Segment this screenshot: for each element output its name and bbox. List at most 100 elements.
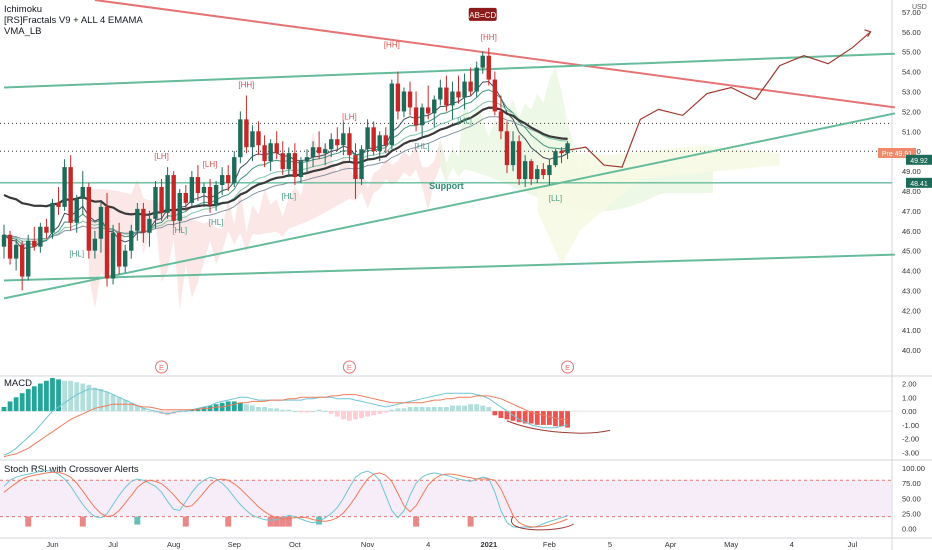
trendline-channel-bottom (3, 253, 895, 282)
time-tick-label: Sep (228, 540, 241, 549)
candle (310, 141, 316, 168)
candle-body (129, 230, 134, 251)
candle (335, 127, 340, 152)
earnings-event (561, 360, 575, 374)
macd-histogram-bar (553, 411, 558, 427)
macd-histogram-bar (371, 411, 377, 416)
macd-histogram-bar (80, 383, 86, 412)
candle (256, 121, 261, 156)
macd-histogram-bar (504, 411, 510, 420)
macd-histogram-bar (104, 391, 110, 412)
macd-histogram-bar (425, 406, 431, 412)
candle (498, 95, 504, 140)
candle-body (450, 91, 455, 106)
candle (286, 147, 292, 178)
macd-histogram-bar (98, 389, 104, 412)
candle (213, 181, 219, 211)
candle (147, 210, 152, 247)
candle-body (135, 208, 140, 231)
indicator-label-fractals[interactable]: [RS]Fractals V9 + ALL 4 EMAMA (4, 15, 143, 26)
candle (135, 202, 140, 241)
candle-body (195, 177, 201, 193)
candle (407, 81, 413, 116)
fractal-label: [HH] (481, 33, 497, 42)
stoch-alert-bar (467, 516, 474, 527)
stoch-annotation-arrow (510, 516, 574, 531)
trendline-channel-top (3, 52, 895, 89)
macd-histogram-bar (7, 401, 13, 412)
candle (395, 71, 401, 120)
candle-body (189, 177, 195, 203)
price-tick-label: 41.00 (902, 326, 921, 335)
indicator-label-ichimoku[interactable]: Ichimoku (4, 4, 43, 15)
candle (522, 155, 528, 187)
candle-body (280, 153, 285, 170)
ema-line (3, 81, 568, 250)
candle (504, 121, 510, 174)
price-tick-label: 42.00 (902, 306, 921, 315)
macd-pane-title[interactable]: MACD (4, 378, 32, 389)
macd-histogram-bar (377, 411, 383, 414)
candle-body (322, 149, 328, 154)
candle (226, 165, 231, 191)
macd-histogram-bar (122, 400, 128, 412)
candle (438, 79, 443, 106)
candle-body (56, 202, 61, 207)
candle-body (86, 187, 92, 251)
candle (80, 171, 85, 215)
indicator-label-vma[interactable]: VMA_LB (4, 26, 42, 37)
candle-body (147, 218, 152, 233)
candle-body (44, 226, 49, 233)
macd-histogram-bar (268, 408, 274, 412)
candle (274, 131, 279, 160)
macd-tick-label: -2.00 (902, 435, 919, 444)
candle (377, 131, 382, 162)
price-tick-label: 51.00 (902, 127, 921, 136)
candle-body (74, 198, 79, 223)
candle (559, 147, 564, 164)
candle-body (486, 55, 491, 80)
price-badge (906, 177, 932, 188)
earnings-event-label: E (565, 363, 570, 372)
macd-histogram-bar (250, 405, 255, 412)
macd-histogram-bar (340, 411, 346, 420)
macd-histogram-bar (462, 405, 467, 412)
candle (110, 224, 116, 285)
macd-histogram-bar (177, 411, 183, 413)
candle-body (165, 175, 170, 213)
cloud-bearish (88, 131, 447, 311)
price-tick-label: 52.00 (902, 107, 921, 116)
fractal-label: [LH] (342, 112, 357, 121)
stoch-k-line (3, 469, 568, 529)
ema-line (3, 100, 568, 243)
macd-tick-label: 0.00 (902, 407, 917, 416)
fractal-label: [HL] (69, 250, 84, 259)
candle (98, 202, 104, 253)
price-tick-label: 49.00 (902, 167, 921, 176)
trendlines (0, 0, 896, 300)
macd-histogram-bar (62, 380, 67, 412)
candle-body (19, 244, 25, 277)
candle-body (80, 187, 85, 199)
candle-body (383, 135, 388, 146)
macd-histogram-bar (347, 411, 352, 421)
projection-path (561, 31, 871, 168)
candle (413, 91, 419, 132)
candle-body (353, 155, 358, 180)
candle-body (7, 234, 13, 259)
fractal-marks: [HL] [LH] [HL] [LH] [HL] [HH] [HL] [LH] [HH] [HL]… (69, 7, 575, 374)
stoch-band (0, 480, 892, 517)
macd-histogram-bar (401, 408, 407, 412)
macd-histogram-bar (183, 411, 189, 413)
fractal-label: [HL] (415, 142, 430, 151)
macd-histogram-bar (450, 405, 455, 412)
price-tick-label: 55.00 (902, 48, 921, 57)
macd-tick-label: -3.00 (902, 448, 919, 457)
stoch-rsi-pane-title[interactable]: Stoch RSI with Crossover Alerts (4, 464, 139, 475)
candle-body (444, 87, 449, 106)
time-tick-label: May (724, 540, 738, 549)
macd-histogram-bar (25, 389, 31, 412)
time-axis: Jun Jul Aug Sep Oct Nov 4 2021 Feb 5 Apr May 4 Jul (46, 540, 857, 549)
candle (129, 224, 134, 259)
